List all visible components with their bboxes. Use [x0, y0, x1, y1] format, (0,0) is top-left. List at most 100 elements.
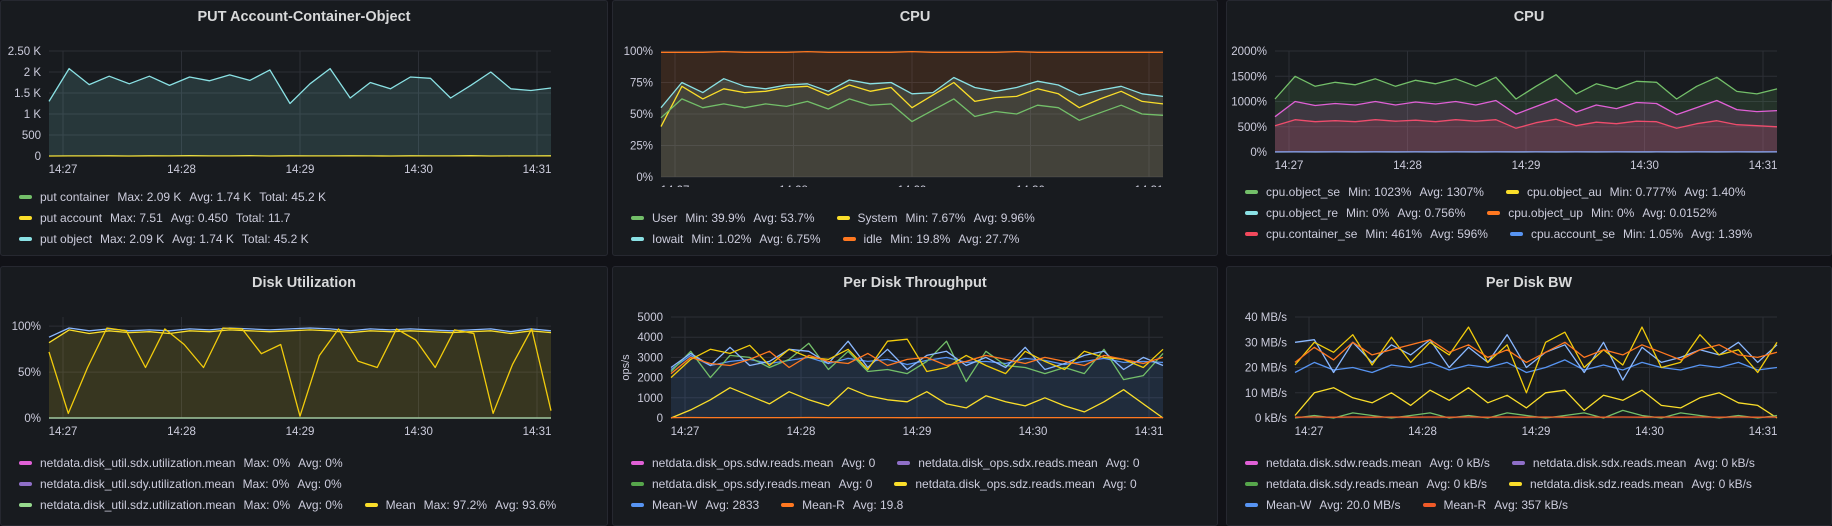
series-line-iowait[interactable] [660, 76, 1164, 109]
legend-item-netdata-disk-ops-sdx-reads-mean[interactable]: netdata.disk_ops.sdx.reads.mean Avg: 0 [897, 453, 1147, 474]
legend-item-netdata-disk-ops-sdw-reads-mean[interactable]: netdata.disk_ops.sdw.reads.mean Avg: 0 [631, 453, 883, 474]
chart-plot[interactable]: 0% 50% 100% 14:27 14:28 14:29 14:30 14:31 [1, 267, 608, 447]
chart-legend: User Min: 39.9% Avg: 53.7% System Min: 7.67%… [631, 208, 1057, 250]
legend-item-netdata-disk-util-sdy-utilization-mean[interactable]: netdata.disk_util.sdy.utilization.mean Ma… [19, 474, 350, 495]
y-tick-label: 2000 [637, 373, 663, 385]
panel-title[interactable]: CPU [899, 9, 931, 25]
legend-item-cpu-account-se[interactable]: cpu.account_se Min: 1.05% Avg: 1.39% [1509, 224, 1760, 245]
legend-item-mean-w[interactable]: Mean-W Avg: 20.0 MB/s [1245, 495, 1409, 516]
panel-title[interactable]: CPU [1513, 9, 1545, 25]
legend-label: Mean-R [1443, 498, 1487, 512]
legend-label: netdata.disk_ops.sdy.reads.mean [652, 477, 831, 491]
legend-item-netdata-disk-util-sdz-utilization-mean[interactable]: netdata.disk_util.sdz.utilization.mean Ma… [19, 495, 351, 516]
legend-swatch [19, 460, 32, 465]
legend-stat: Max: 97.2% [423, 498, 488, 512]
legend-label: netdata.disk.sdx.reads.mean [1532, 456, 1687, 470]
legend-row: Mean-W Avg: 2833 Mean-R Avg: 19.8 [631, 495, 1162, 516]
panel-title[interactable]: Disk Utilization [252, 275, 356, 291]
legend-swatch [631, 481, 644, 486]
legend-label: cpu.container_se [1266, 227, 1358, 241]
series-line-w4[interactable] [670, 350, 1164, 375]
legend-item-mean-r[interactable]: Mean-R Avg: 19.8 [781, 495, 911, 516]
legend-swatch [631, 236, 644, 241]
legend-item-netdata-disk-ops-sdy-reads-mean[interactable]: netdata.disk_ops.sdy.reads.mean Avg: 0 [631, 474, 880, 495]
legend-item-netdata-disk-util-sdx-utilization-mean[interactable]: netdata.disk_util.sdx.utilization.mean Ma… [19, 453, 351, 474]
legend-item-cpu-object-au[interactable]: cpu.object_au Min: 0.777% Avg: 1.40% [1505, 182, 1754, 203]
panel-disk-utilization: Disk Utilization 0% 50% 100% 14:27 14:28 14:2… [0, 266, 608, 526]
series-line-put-object[interactable] [48, 67, 552, 105]
legend-swatch [1245, 502, 1258, 507]
y-tick-label: 0% [636, 172, 653, 184]
series-line-system[interactable] [660, 81, 1164, 127]
chart-plot[interactable]: 0% 500% 1000% 1500% 2000% 14:27 14:28 14:29 14:3… [1227, 1, 1832, 169]
legend-item-system[interactable]: System Min: 7.67% Avg: 9.96% [836, 208, 1043, 229]
legend-label: Iowait [652, 232, 684, 246]
y-tick-label: 2000% [1231, 46, 1267, 58]
series-line-idle[interactable] [661, 50, 1163, 53]
legend-label: netdata.disk.sdw.reads.mean [1266, 456, 1422, 470]
series-line-user[interactable] [660, 98, 1164, 123]
legend-stat: Avg: 0 kB/s [1429, 456, 1490, 470]
legend-item-cpu-container-se[interactable]: cpu.container_se Min: 461% Avg: 596% [1245, 224, 1496, 245]
x-tick-label: 14:27 [1275, 160, 1304, 169]
x-tick-label: 14:27 [49, 426, 78, 438]
legend-item-cpu-object-re[interactable]: cpu.object_re Min: 0% Avg: 0.756% [1245, 203, 1473, 224]
series-line-w2[interactable] [670, 340, 1164, 371]
series-area-idle [661, 51, 1163, 177]
series-line-cpu-container-se[interactable] [1274, 118, 1778, 129]
y-tick-label: 0 [657, 413, 663, 425]
legend-item-put-object[interactable]: put object Max: 2.09 K Avg: 1.74 K Total: 4… [19, 229, 317, 250]
chart-legend: netdata.disk_util.sdx.utilization.mean Ma… [19, 453, 578, 516]
series-line-d1[interactable] [48, 327, 552, 338]
legend-item-user[interactable]: User Min: 39.9% Avg: 53.7% [631, 208, 823, 229]
legend-item-netdata-disk-ops-sdz-reads-mean[interactable]: netdata.disk_ops.sdz.reads.mean Avg: 0 [894, 474, 1144, 495]
legend-label: netdata.disk_util.sdz.utilization.mean [40, 498, 236, 512]
legend-item-put-container[interactable]: put container Max: 2.09 K Avg: 1.74 K Total… [19, 187, 334, 208]
legend-item-mean-w[interactable]: Mean-W Avg: 2833 [631, 495, 767, 516]
chart-plot[interactable]: 0 500 1 K 1.5 K 2 K 2.50 K 14:27 14:28 14:29 14:3… [1, 1, 608, 181]
series-line-b4[interactable] [1294, 387, 1778, 419]
legend-item-iowait[interactable]: Iowait Min: 1.02% Avg: 6.75% [631, 229, 829, 250]
legend-item-netdata-disk-sdx-reads-mean[interactable]: netdata.disk.sdx.reads.mean Avg: 0 kB/s [1511, 453, 1763, 474]
legend-item-cpu-object-se[interactable]: cpu.object_se Min: 1023% Avg: 1307% [1245, 182, 1492, 203]
x-tick-label: 14:27 [671, 426, 700, 438]
series-line-w3[interactable] [670, 338, 1164, 379]
y-tick-label: 40 MB/s [1245, 312, 1287, 324]
legend-item-netdata-disk-sdy-reads-mean[interactable]: netdata.disk.sdy.reads.mean Avg: 0 kB/s [1245, 474, 1495, 495]
legend-item-mean[interactable]: Mean Max: 97.2% Avg: 93.6% [364, 495, 565, 516]
legend-label: cpu.object_up [1508, 206, 1583, 220]
chart-plot[interactable]: 0 kB/s 10 MB/s 20 MB/s 30 MB/s 40 MB/s 14:27 1… [1227, 267, 1832, 447]
series-line-w1[interactable] [670, 340, 1164, 383]
legend-stat: Avg: 6.75% [759, 232, 821, 246]
series-line-series[interactable] [1274, 98, 1778, 118]
panel-cpu-processes: CPU 0% 500% 1000% 1500% 2000% 14:27 14:28 14:29… [1226, 0, 1832, 256]
x-tick-label: 14:30 [1630, 160, 1659, 169]
series-line-b2[interactable] [1294, 326, 1778, 394]
legend-label: put object [40, 232, 93, 246]
x-tick-label: 14:31 [1135, 426, 1164, 438]
x-tick-label: 14:30 [1016, 185, 1045, 187]
x-tick-label: 14:31 [523, 164, 552, 176]
legend-item-mean-r[interactable]: Mean-R Avg: 357 kB/s [1422, 495, 1577, 516]
panel-title[interactable]: Per Disk BW [1485, 275, 1573, 291]
series-line-mean-w[interactable] [1294, 359, 1778, 374]
legend-swatch [1509, 481, 1523, 486]
legend-swatch [1422, 502, 1436, 507]
chart-plot[interactable]: 0% 25% 50% 75% 100% 14:27 14:28 14:29 14:30 14:31 [613, 1, 1218, 187]
legend-stat: Avg: 1.40% [1684, 185, 1746, 199]
legend-item-cpu-object-up[interactable]: cpu.object_up Min: 0% Avg: 0.0152% [1487, 203, 1725, 224]
legend-item-netdata-disk-sdw-reads-mean[interactable]: netdata.disk.sdw.reads.mean Avg: 0 kB/s [1245, 453, 1498, 474]
chart-plot[interactable]: 0 1000 2000 3000 4000 5000 14:27 14:28 14:29 14:3… [613, 267, 1218, 447]
legend-label: netdata.disk_ops.sdz.reads.mean [915, 477, 1095, 491]
series-area-series [1275, 99, 1777, 152]
panel-title[interactable]: PUT Account-Container-Object [197, 9, 411, 25]
legend-item-put-account[interactable]: put account Max: 7.51 Avg: 0.450 Total: 11.… [19, 208, 298, 229]
x-tick-label: 14:28 [1393, 160, 1422, 169]
legend-item-idle[interactable]: idle Min: 19.8% Avg: 27.7% [842, 229, 1028, 250]
series-line-d2[interactable] [48, 327, 552, 417]
legend-item-netdata-disk-sdz-reads-mean[interactable]: netdata.disk.sdz.reads.mean Avg: 0 kB/s [1509, 474, 1760, 495]
panel-title[interactable]: Per Disk Throughput [843, 275, 987, 291]
series-line-b3[interactable] [1294, 339, 1778, 364]
series-line-w5[interactable] [670, 387, 1164, 419]
series-line-cpu-object-se[interactable] [1274, 74, 1778, 100]
